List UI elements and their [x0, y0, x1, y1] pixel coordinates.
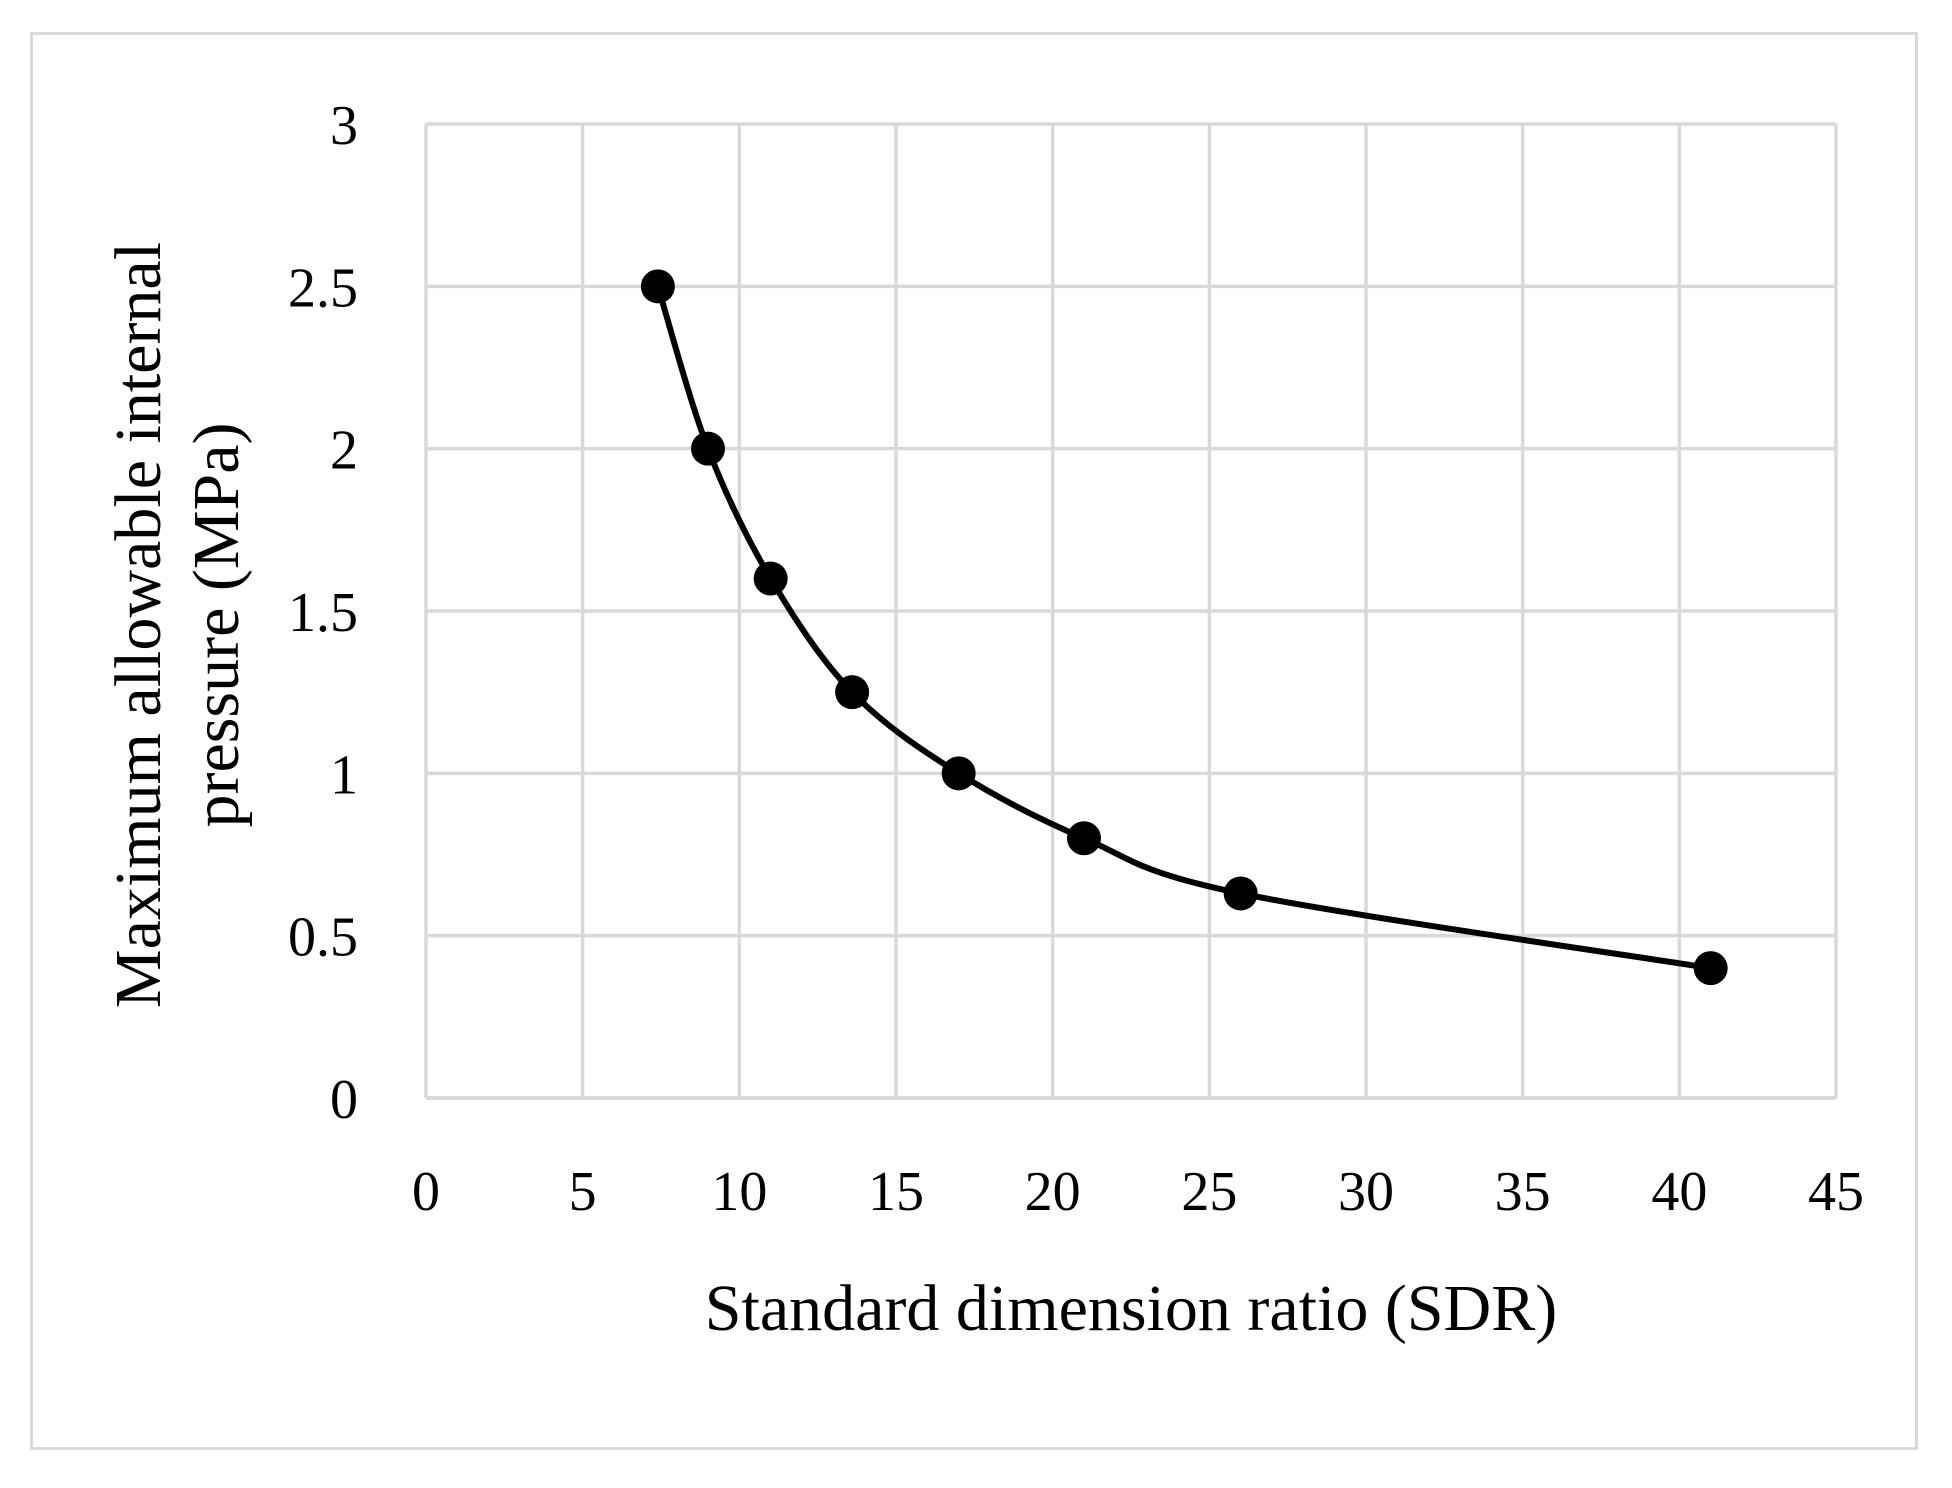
y-axis-title-line-2: pressure (MPa): [180, 422, 253, 827]
data-point-0-6: [1223, 876, 1258, 911]
x-tick-label-0: 0: [412, 1161, 440, 1223]
x-tick-label-9: 45: [1808, 1161, 1864, 1223]
x-tick-label-7: 35: [1495, 1161, 1551, 1223]
chart-frame: [30, 32, 1918, 1450]
data-point-0-5: [1067, 821, 1101, 856]
x-tick-label-2: 10: [711, 1161, 767, 1223]
y-tick-label-6: 3: [330, 95, 358, 157]
series-line-0: [655, 285, 1712, 972]
x-tick-labels: 0 5 10 15 20 25 30 35 40 45: [412, 1161, 1864, 1223]
y-tick-label-0: 0: [330, 1069, 358, 1131]
data-point-0-4: [941, 756, 976, 791]
x-tick-label-5: 25: [1181, 1161, 1237, 1223]
series-points-group: [640, 269, 1728, 986]
y-tick-labels: 0 0.5 1 1.5 2 2.5 3: [288, 95, 358, 1131]
y-tick-label-3: 1.5: [288, 582, 358, 644]
data-point-0-0: [640, 269, 675, 304]
x-tick-label-4: 20: [1025, 1161, 1081, 1223]
y-tick-label-2: 1: [330, 744, 358, 806]
y-axis-title: Maximum allowable internal pressure (MPa…: [102, 242, 253, 1008]
y-axis-title-line-1: Maximum allowable internal: [102, 242, 175, 1008]
data-point-0-2: [753, 561, 788, 596]
grid-lines: [424, 122, 1838, 1100]
x-tick-label-6: 30: [1338, 1161, 1394, 1223]
x-axis-title: Standard dimension ratio (SDR): [705, 1272, 1557, 1345]
x-tick-label-3: 15: [868, 1161, 924, 1223]
y-tick-label-1: 0.5: [288, 907, 358, 969]
x-tick-label-1: 5: [569, 1161, 597, 1223]
data-point-0-1: [691, 431, 725, 466]
x-tick-label-8: 40: [1651, 1161, 1707, 1223]
y-tick-label-4: 2: [330, 420, 358, 482]
data-point-0-7: [1693, 951, 1728, 986]
data-point-0-3: [835, 675, 870, 710]
y-tick-label-5: 2.5: [288, 257, 358, 319]
series-line-group: [655, 285, 1712, 972]
